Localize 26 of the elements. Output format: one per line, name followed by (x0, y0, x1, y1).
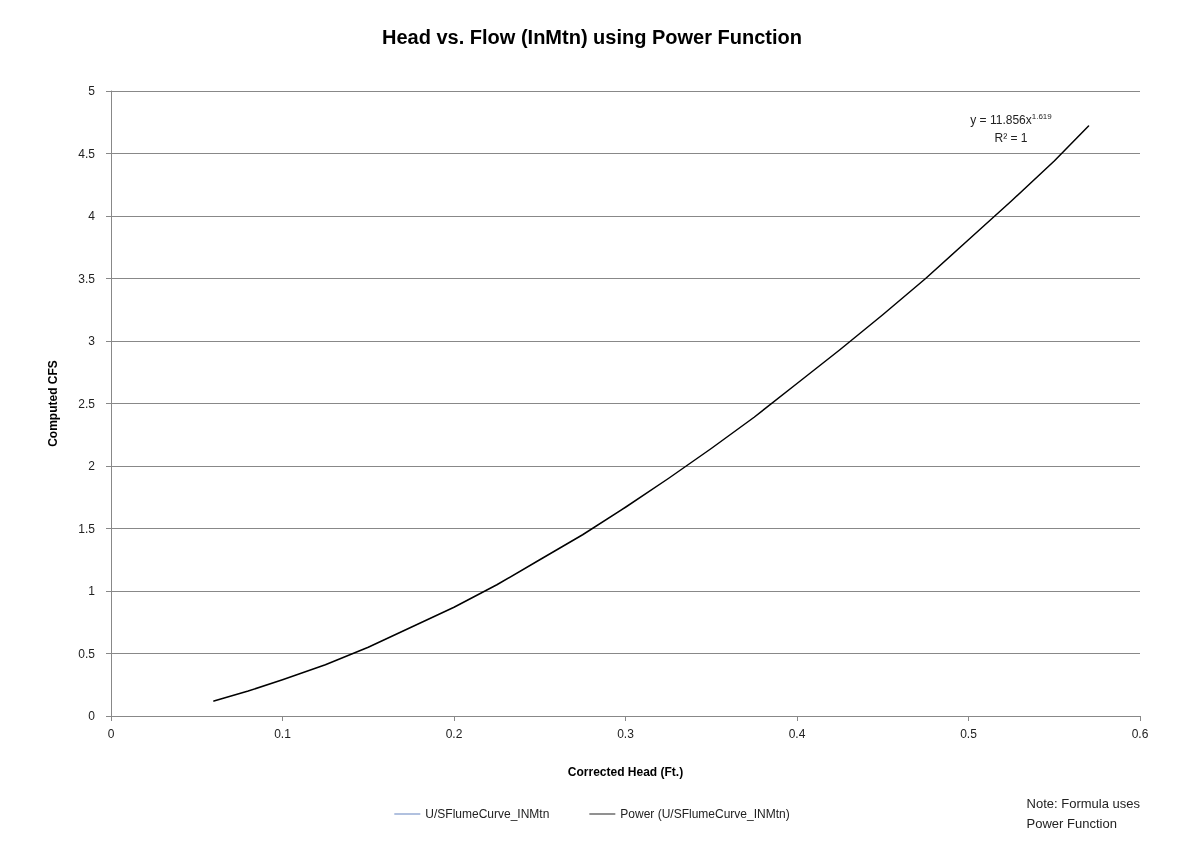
y-axis-title: Computed CFS (46, 360, 60, 447)
x-tick-label: 0.6 (1131, 727, 1149, 741)
y-tick-label: 3.5 (78, 271, 96, 286)
annotation: R² = 1 (994, 131, 1028, 145)
legend-label: U/SFlumeCurve_INMtn (425, 807, 550, 821)
line-series (213, 125, 1090, 702)
y-tick-label: 4.5 (78, 146, 96, 161)
legend-label: Power (U/SFlumeCurve_INMtn) (620, 807, 790, 821)
y-tick-label: 5 (88, 84, 96, 98)
x-tick-label: 0.2 (445, 727, 463, 741)
y-tick-label: 1 (88, 584, 96, 598)
y-tick-label: 3 (88, 334, 96, 348)
y-tick-label: 0 (88, 709, 96, 723)
y-tick-label: 2.5 (78, 396, 96, 411)
y-tick-label: 2 (88, 459, 96, 473)
x-tick-label: 0.5 (960, 727, 978, 741)
x-tick-label: 0.4 (788, 727, 806, 741)
x-axis-title: Corrected Head (Ft.) (567, 765, 684, 779)
x-tick-label: 0.3 (617, 727, 635, 741)
y-tick-label: 4 (88, 209, 96, 223)
y-tick-label: 0.5 (78, 646, 96, 661)
y-tick-label: 1.5 (78, 521, 96, 536)
chart-title: Head vs. Flow (InMtn) using Power Function (382, 26, 802, 48)
x-tick-label: 0.1 (274, 727, 292, 741)
x-tick-label: 0 (107, 727, 115, 741)
text: Note: Formula uses Power Function (1026, 795, 1141, 831)
